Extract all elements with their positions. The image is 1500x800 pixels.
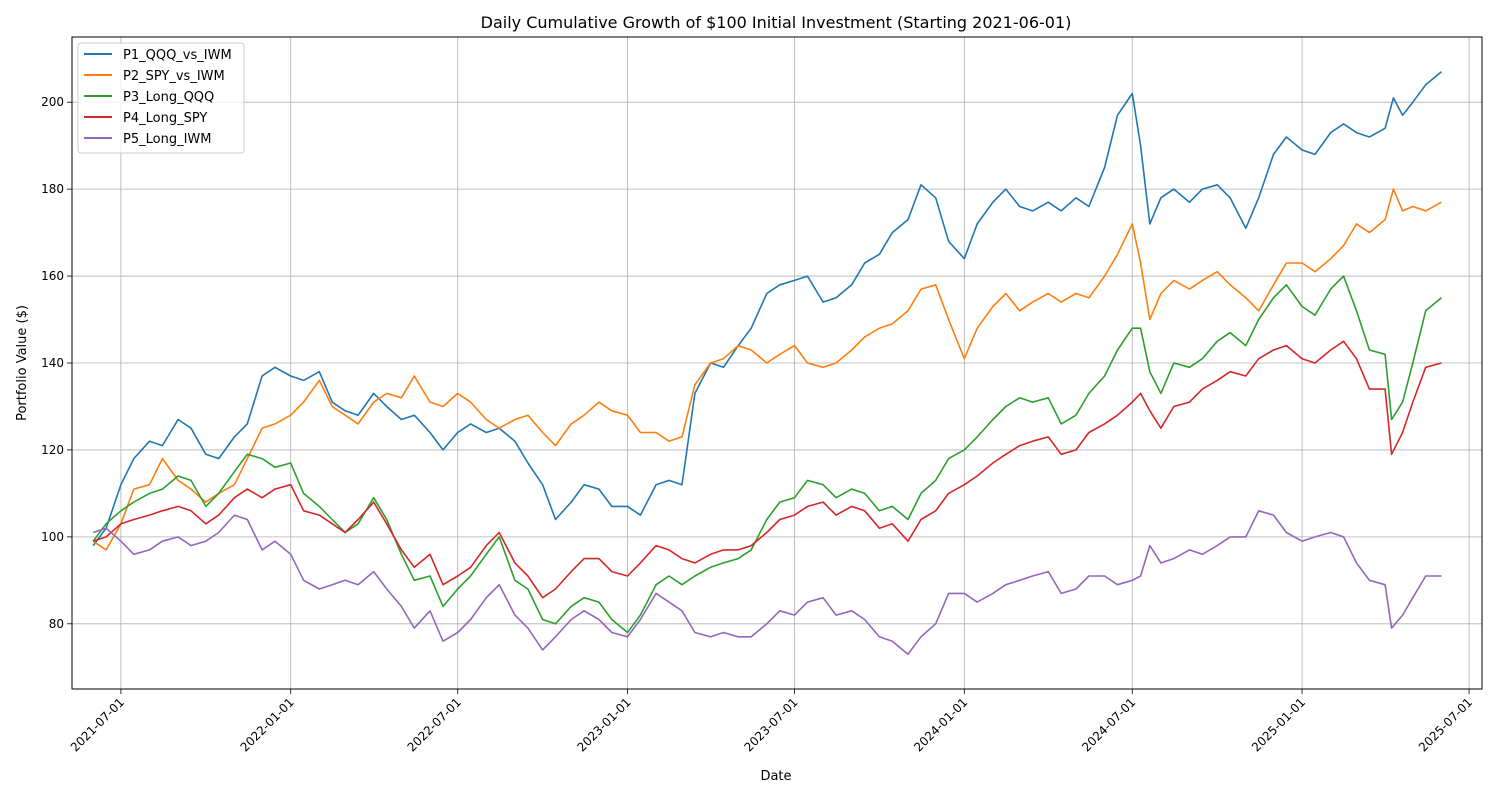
y-tick-label: 80 <box>49 617 64 631</box>
series-line-p5-long-iwm <box>92 509 1442 656</box>
chart-title: Daily Cumulative Growth of $100 Initial … <box>481 13 1072 32</box>
grid-lines <box>72 37 1482 689</box>
y-tick-label: 140 <box>41 356 64 370</box>
series-lines <box>92 71 1442 656</box>
y-tick-label: 160 <box>41 269 64 283</box>
legend: P1_QQQ_vs_IWM P2_SPY_vs_IWM P3_Long_QQQ P4_… <box>77 42 245 154</box>
legend-box <box>77 42 245 154</box>
series-line-p1-qqq-vs-iwm <box>92 71 1442 547</box>
y-axis-ticks: 80 100 120 140 160 180 200 <box>41 95 72 631</box>
legend-label: P3_Long_QQQ <box>123 90 214 105</box>
legend-label: P2_SPY_vs_IWM <box>123 69 225 84</box>
series-line-p3-long-qqq <box>92 275 1442 634</box>
x-axis-label: Date <box>760 769 791 784</box>
series-line-p2-spy-vs-iwm <box>92 188 1442 551</box>
legend-label: P1_QQQ_vs_IWM <box>123 48 232 63</box>
y-tick-label: 200 <box>41 95 64 109</box>
legend-label: P4_Long_SPY <box>123 111 207 126</box>
y-tick-label: 120 <box>41 443 64 457</box>
legend-label: P5_Long_IWM <box>123 132 211 147</box>
y-tick-label: 100 <box>41 530 64 544</box>
y-tick-label: 180 <box>41 182 64 196</box>
y-axis-label: Portfolio Value ($) <box>15 305 30 421</box>
series-line-p4-long-spy <box>92 340 1442 599</box>
